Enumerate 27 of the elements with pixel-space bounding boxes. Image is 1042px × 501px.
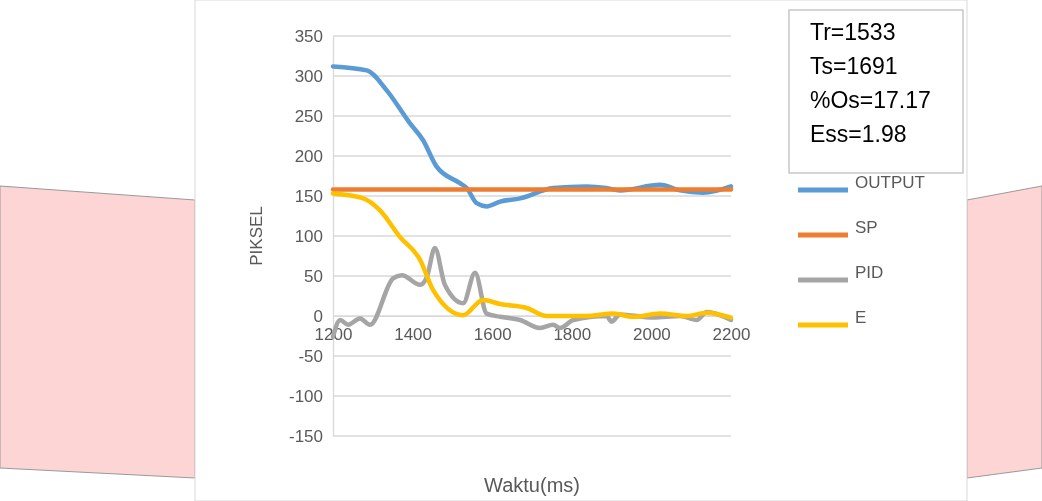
x-tick-label: 2000 bbox=[632, 325, 671, 345]
y-tick-label: -150 bbox=[288, 426, 323, 446]
y-tick-label: 200 bbox=[294, 146, 323, 166]
legend-label: SP bbox=[855, 218, 878, 237]
x-tick-label: 1400 bbox=[394, 325, 433, 345]
text: Ess=1.98 bbox=[810, 121, 907, 147]
y-tick-label: 50 bbox=[304, 266, 323, 286]
x-tick-label: 1600 bbox=[473, 325, 512, 345]
text: Ts=1691 bbox=[810, 53, 898, 79]
y-tick-label: 150 bbox=[294, 186, 323, 206]
y-tick-label: -50 bbox=[298, 346, 323, 366]
y-tick-label: 0 bbox=[313, 306, 323, 326]
text: %Os=17.17 bbox=[810, 87, 931, 113]
text: Tr=1533 bbox=[810, 19, 896, 45]
legend-label: E bbox=[855, 308, 867, 327]
x-tick-label: 1800 bbox=[553, 325, 592, 345]
x-tick-label: 2200 bbox=[712, 325, 751, 345]
y-axis-title: PIKSEL bbox=[247, 206, 266, 266]
line-series bbox=[330, 191, 734, 320]
y-tick-label: 300 bbox=[294, 66, 323, 86]
y-tick-label: -100 bbox=[288, 386, 323, 406]
legend-label: PID bbox=[855, 263, 884, 282]
legend-label: OUTPUT bbox=[855, 173, 925, 192]
y-tick-label: 350 bbox=[294, 26, 323, 46]
x-axis-title: Waktu(ms) bbox=[484, 474, 580, 496]
y-tick-label: 100 bbox=[294, 226, 323, 246]
y-tick-label: 250 bbox=[294, 106, 323, 126]
